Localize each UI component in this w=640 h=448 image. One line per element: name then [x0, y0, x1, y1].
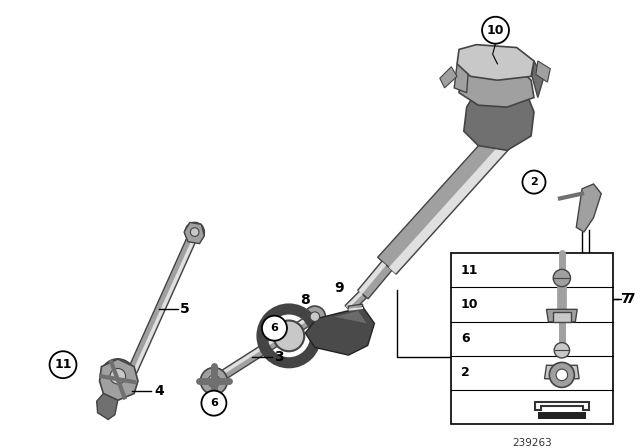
Polygon shape — [538, 412, 586, 419]
Circle shape — [526, 172, 541, 187]
Text: 1: 1 — [502, 350, 512, 364]
Text: 8: 8 — [300, 293, 310, 307]
Text: 2: 2 — [461, 366, 470, 379]
Polygon shape — [536, 61, 550, 82]
Circle shape — [100, 359, 135, 393]
Polygon shape — [457, 45, 534, 80]
Circle shape — [262, 316, 287, 340]
Polygon shape — [547, 310, 577, 322]
Polygon shape — [358, 262, 386, 294]
Circle shape — [208, 375, 220, 387]
Polygon shape — [348, 307, 363, 311]
Text: 5: 5 — [180, 302, 190, 316]
Circle shape — [49, 351, 76, 378]
Text: 9: 9 — [334, 280, 344, 294]
Polygon shape — [545, 365, 579, 379]
Text: 10: 10 — [487, 24, 504, 37]
Text: 10: 10 — [461, 298, 479, 311]
Polygon shape — [128, 230, 199, 373]
Circle shape — [273, 320, 304, 351]
Text: 239263: 239263 — [512, 438, 552, 448]
Polygon shape — [212, 314, 315, 381]
Circle shape — [310, 312, 319, 321]
Text: 7: 7 — [621, 293, 630, 306]
Polygon shape — [97, 393, 118, 419]
Text: 2: 2 — [530, 177, 538, 187]
Circle shape — [482, 17, 509, 44]
Text: 7: 7 — [625, 293, 635, 306]
Bar — [553, 312, 570, 322]
Text: 11: 11 — [461, 264, 479, 277]
Text: 3: 3 — [275, 350, 284, 364]
Polygon shape — [389, 118, 530, 273]
Circle shape — [549, 362, 574, 388]
Polygon shape — [358, 261, 392, 299]
Circle shape — [522, 171, 545, 194]
Polygon shape — [454, 64, 468, 93]
Text: 4: 4 — [154, 383, 164, 398]
Text: 6: 6 — [210, 398, 218, 408]
Circle shape — [185, 223, 204, 241]
Circle shape — [553, 269, 570, 287]
Polygon shape — [576, 184, 601, 232]
Polygon shape — [100, 359, 138, 400]
Polygon shape — [184, 223, 204, 244]
Polygon shape — [464, 88, 534, 151]
Circle shape — [202, 391, 227, 416]
Polygon shape — [348, 304, 364, 312]
Circle shape — [200, 368, 227, 395]
Polygon shape — [211, 313, 317, 385]
Polygon shape — [305, 307, 374, 355]
Text: 6: 6 — [271, 323, 278, 333]
Text: 6: 6 — [461, 332, 470, 345]
Circle shape — [190, 228, 199, 237]
Polygon shape — [346, 292, 363, 309]
Circle shape — [304, 306, 325, 327]
Circle shape — [556, 369, 568, 381]
Text: 11: 11 — [54, 358, 72, 371]
Circle shape — [110, 368, 125, 384]
Polygon shape — [532, 61, 543, 98]
Polygon shape — [319, 311, 367, 323]
Polygon shape — [440, 67, 457, 88]
Polygon shape — [459, 64, 534, 107]
Bar — [451, 253, 612, 424]
Polygon shape — [345, 291, 366, 312]
Polygon shape — [378, 108, 531, 274]
Circle shape — [554, 343, 570, 358]
Polygon shape — [132, 232, 198, 373]
